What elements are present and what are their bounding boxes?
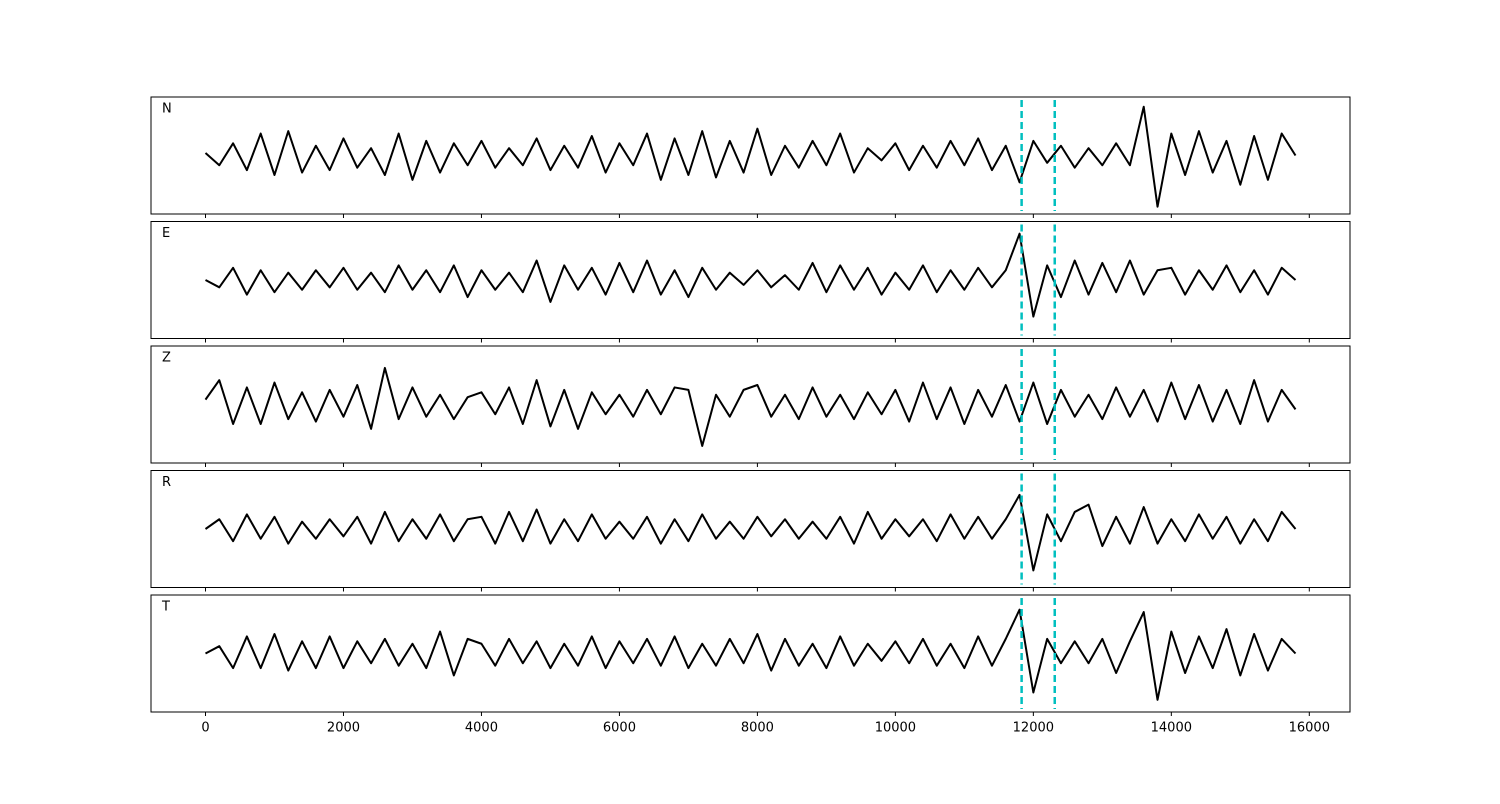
trace [204,105,1297,208]
x-tick-label: 10000 [875,721,916,736]
trace [204,493,1297,572]
trace [205,608,1297,701]
panel-label: R [162,475,171,490]
x-tick-label: 12000 [1013,721,1054,736]
panel-label: Z [162,351,171,366]
panel-label: T [161,600,170,615]
panel-frame [150,221,1351,339]
panel-label: E [162,226,170,241]
x-tick-label: 6000 [603,721,636,736]
trace [205,232,1297,318]
panel-frame [150,345,1351,464]
panel-label: N [162,102,172,117]
panel-frame [150,594,1351,713]
x-tick-label: 8000 [741,721,774,736]
trace [204,366,1297,447]
x-tick-label: 4000 [465,721,498,736]
panel-frame [150,96,1351,215]
x-tick-label: 14000 [1151,721,1192,736]
panel-frame [150,470,1351,588]
x-tick-label: 16000 [1289,721,1330,736]
x-tick-label: 2000 [327,721,360,736]
x-tick-label: 0 [201,721,209,736]
